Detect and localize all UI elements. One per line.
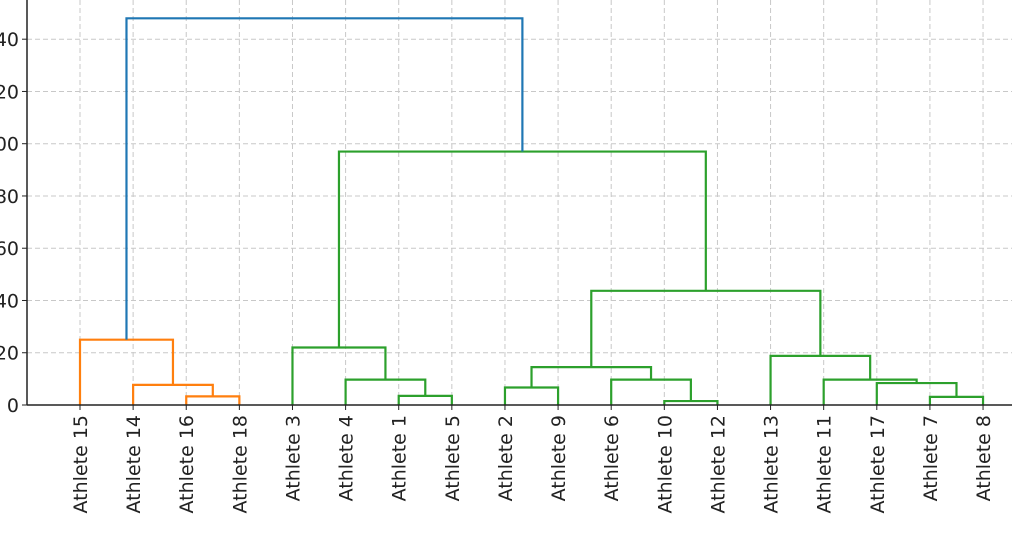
dendrogram-link [125,17,524,340]
y-tick-label: 120 [0,81,19,103]
x-tick-label: Athlete 14 [123,415,145,513]
y-tick-label: 100 [0,134,19,156]
y-tick-label: 40 [0,290,19,312]
dendrogram-link [185,395,241,405]
dendrogram-link [503,386,560,405]
y-tick-label: 60 [0,238,19,260]
x-tick-label: Athlete 3 [282,415,304,501]
dendrogram-link [530,366,653,388]
dendrogram-link [78,338,175,405]
dendrogram-link [928,395,985,405]
x-tick-label: Athlete 11 [814,415,836,513]
dendrogram-link [397,394,453,405]
y-tick-label: 80 [0,186,19,208]
y-tick-label: 0 [7,395,19,417]
dendrogram-link [132,383,214,405]
dendrogram-link [875,381,958,405]
x-tick-label: Athlete 15 [70,415,92,513]
dendrogram-link [344,378,427,405]
x-tick-label: Athlete 18 [229,415,251,513]
x-tick-label: Athlete 17 [867,415,889,513]
dendrogram-link [663,399,719,405]
dendrogram-link [610,378,692,405]
x-tick-label: Athlete 7 [920,415,942,501]
x-tick-label: Athlete 8 [973,415,995,501]
dendrogram-link [822,378,918,405]
x-tick-label: Athlete 2 [495,415,517,501]
x-tick-label: Athlete 12 [707,415,729,513]
y-tick-label: 20 [0,343,19,365]
y-tick-label: 140 [0,29,19,51]
dendrogram-link [291,346,387,405]
x-tick-label: Athlete 16 [176,415,198,513]
x-tick-label: Athlete 1 [389,415,411,501]
x-tick-label: Athlete 5 [442,415,464,501]
x-tick-label: Athlete 6 [601,415,623,501]
x-tick-label: Athlete 4 [336,415,358,501]
dendrogram-link [337,150,707,348]
x-tick-label: Athlete 9 [548,415,570,501]
x-tick-label: Athlete 10 [654,415,676,513]
x-tick-label: Athlete 13 [761,415,783,513]
